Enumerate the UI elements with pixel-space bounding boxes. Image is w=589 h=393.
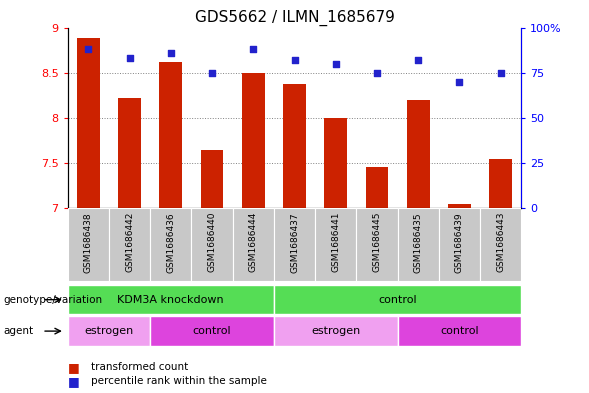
Text: transformed count: transformed count bbox=[91, 362, 188, 373]
Bar bbox=[68, 208, 109, 281]
Text: GSM1686435: GSM1686435 bbox=[413, 212, 423, 273]
Bar bbox=[201, 151, 223, 208]
Text: GSM1686445: GSM1686445 bbox=[372, 212, 382, 272]
Bar bbox=[356, 208, 398, 281]
Text: GSM1686436: GSM1686436 bbox=[166, 212, 176, 273]
Point bbox=[496, 70, 505, 76]
Bar bbox=[480, 208, 521, 281]
Bar bbox=[489, 159, 512, 208]
Text: estrogen: estrogen bbox=[84, 326, 134, 336]
Point bbox=[125, 55, 134, 61]
Bar bbox=[118, 98, 141, 208]
Bar bbox=[325, 118, 347, 208]
Text: ■: ■ bbox=[68, 361, 80, 374]
Text: control: control bbox=[193, 326, 231, 336]
Text: KDM3A knockdown: KDM3A knockdown bbox=[117, 295, 224, 305]
Point bbox=[455, 79, 464, 85]
Text: percentile rank within the sample: percentile rank within the sample bbox=[91, 376, 267, 386]
Text: GSM1686440: GSM1686440 bbox=[207, 212, 217, 272]
Text: GSM1686439: GSM1686439 bbox=[455, 212, 464, 273]
Bar bbox=[274, 208, 315, 281]
Text: estrogen: estrogen bbox=[311, 326, 360, 336]
Bar bbox=[68, 285, 274, 314]
Bar bbox=[242, 73, 264, 208]
Bar bbox=[109, 208, 150, 281]
Point bbox=[372, 70, 382, 76]
Point bbox=[413, 57, 423, 63]
Text: GSM1686437: GSM1686437 bbox=[290, 212, 299, 273]
Text: agent: agent bbox=[3, 326, 33, 336]
Bar bbox=[398, 208, 439, 281]
Text: GSM1686441: GSM1686441 bbox=[331, 212, 340, 272]
Text: control: control bbox=[440, 326, 479, 336]
Text: GSM1686443: GSM1686443 bbox=[496, 212, 505, 272]
Bar bbox=[77, 39, 100, 208]
Point bbox=[166, 50, 176, 56]
Bar bbox=[283, 84, 306, 208]
Point bbox=[84, 46, 93, 52]
Bar bbox=[274, 316, 398, 346]
Text: GSM1686442: GSM1686442 bbox=[125, 212, 134, 272]
Point bbox=[331, 61, 340, 67]
Bar bbox=[68, 316, 150, 346]
Bar bbox=[274, 285, 521, 314]
Text: GSM1686438: GSM1686438 bbox=[84, 212, 93, 273]
Title: GDS5662 / ILMN_1685679: GDS5662 / ILMN_1685679 bbox=[194, 10, 395, 26]
Bar bbox=[191, 208, 233, 281]
Bar bbox=[150, 208, 191, 281]
Bar bbox=[439, 208, 480, 281]
Point bbox=[249, 46, 258, 52]
Bar bbox=[233, 208, 274, 281]
Text: GSM1686444: GSM1686444 bbox=[249, 212, 258, 272]
Text: genotype/variation: genotype/variation bbox=[3, 295, 102, 305]
Point bbox=[207, 70, 217, 76]
Bar bbox=[398, 316, 521, 346]
Bar bbox=[407, 100, 429, 208]
Text: control: control bbox=[378, 295, 417, 305]
Bar bbox=[150, 316, 274, 346]
Bar bbox=[315, 208, 356, 281]
Bar bbox=[448, 204, 471, 208]
Bar bbox=[160, 62, 182, 208]
Point bbox=[290, 57, 299, 63]
Bar bbox=[366, 167, 388, 208]
Text: ■: ■ bbox=[68, 375, 80, 388]
